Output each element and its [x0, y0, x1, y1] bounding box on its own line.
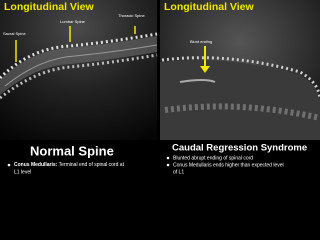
bullet-text: L1 level: [14, 169, 31, 175]
vertebrae-line: [0, 53, 158, 100]
bullet-text: of L1: [173, 169, 184, 175]
caption: Caudal Regression Syndrome: [172, 143, 307, 154]
caption: Normal Spine: [30, 143, 114, 158]
arrow-head: [200, 66, 210, 73]
bullet: [166, 156, 170, 160]
label: Lumbar Spine: [60, 19, 86, 24]
label: Thoracic Spine: [118, 13, 145, 18]
vertebrae-line: [161, 56, 320, 99]
bullet-text: Conus Medullaris ends higher than expect…: [173, 162, 284, 168]
bullet-text: Conus Medullaris: Terminal end of spinal…: [14, 162, 125, 168]
view-title: Longitudinal View: [4, 1, 94, 13]
spinal-cord: [4, 44, 158, 87]
term: Conus Medullaris:: [14, 162, 58, 168]
label: Blunt ending: [190, 39, 212, 44]
bullet: [166, 163, 170, 167]
vertebrae-line: [0, 32, 158, 80]
text: Terminal end of spinal cord at: [59, 162, 125, 168]
view-title: Longitudinal View: [164, 1, 254, 13]
figure: Longitudinal View Lumbar Spine Thoracic …: [0, 0, 320, 176]
bullet: [7, 163, 11, 167]
spinal-cord: [179, 79, 216, 83]
label: Sacral Spine: [3, 31, 26, 36]
bullet-text: Blunted abrupt ending of spinal cord: [173, 155, 253, 161]
